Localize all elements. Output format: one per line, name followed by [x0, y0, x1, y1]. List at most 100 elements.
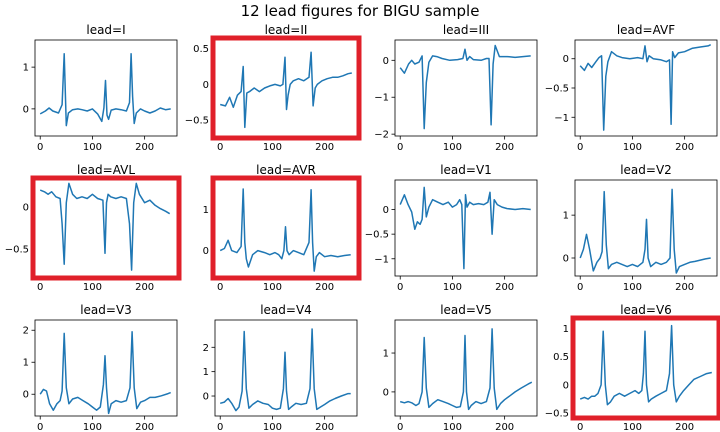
- axes-frame: [214, 319, 358, 417]
- axes-frame: [394, 179, 538, 277]
- x-tick-label: 0: [217, 422, 223, 432]
- y-tick-label: 0: [383, 387, 389, 398]
- y-tick-label: −1: [554, 113, 569, 124]
- x-tick-label: 200: [675, 142, 694, 153]
- x-tick-label: 200: [135, 422, 154, 432]
- panel-v6: lead=V6 0 100 200 −0.5 0 0.5 1: [545, 303, 720, 432]
- panel-title: lead=V3: [80, 303, 132, 317]
- axes-frame: [34, 39, 178, 137]
- panel-title: lead=V5: [440, 303, 492, 317]
- x-tick-label: 200: [495, 282, 514, 293]
- panel-v4: lead=V4 0 100 200 0 1 2: [203, 303, 358, 432]
- x-tick-label: 100: [263, 422, 282, 432]
- x-tick-label: 100: [623, 422, 642, 432]
- y-tick-label: 1: [563, 324, 569, 335]
- axes-frame: [34, 319, 178, 417]
- y-tick-label: 0: [563, 254, 569, 265]
- axes-frame: [574, 179, 718, 277]
- y-tick-label: −0.5: [5, 245, 29, 256]
- panel-title: lead=AVR: [256, 163, 316, 177]
- series-line: [399, 186, 531, 270]
- y-tick-label: 2: [203, 343, 209, 354]
- x-tick-label: 0: [397, 142, 403, 153]
- panel-title: lead=AVF: [617, 23, 675, 37]
- x-tick-label: 100: [443, 142, 462, 153]
- x-tick-label: 0: [397, 422, 403, 432]
- y-tick-label: −0.5: [365, 230, 389, 241]
- y-tick-label: 0: [23, 390, 29, 401]
- panel-ii: lead=II 0 100 200 −0.5 0 0.5: [185, 23, 362, 153]
- panel-i: lead=I 0 100 200 0 1: [23, 23, 178, 153]
- highlight-box: [210, 175, 362, 281]
- panel-avf: lead=AVF 0 100 200 −1 −0.5 0: [545, 23, 718, 153]
- x-tick-label: 0: [37, 282, 43, 293]
- panel-title: lead=V2: [620, 163, 672, 177]
- x-tick-label: 200: [495, 422, 514, 432]
- series-line: [579, 188, 711, 274]
- x-tick-label: 200: [315, 422, 334, 432]
- x-tick-label: 0: [37, 142, 43, 153]
- y-tick-label: 0: [563, 380, 569, 391]
- series-line: [220, 51, 352, 129]
- y-tick-label: 0.5: [193, 44, 209, 55]
- y-tick-label: 0: [203, 392, 209, 403]
- x-tick-label: 100: [83, 282, 102, 293]
- y-tick-label: −2: [374, 130, 389, 141]
- panel-v1: lead=V1 0 100 200 −1 −0.5 0: [365, 163, 538, 293]
- x-tick-label: 100: [263, 142, 282, 153]
- x-tick-label: 0: [217, 142, 223, 153]
- series-line: [399, 328, 533, 411]
- panel-v3: lead=V3 0 100 200 0 1 2: [23, 303, 178, 432]
- y-tick-label: 1: [23, 63, 29, 74]
- x-tick-label: 200: [135, 282, 154, 293]
- y-tick-label: −0.5: [185, 116, 209, 127]
- series-line: [399, 44, 531, 130]
- x-tick-label: 100: [443, 282, 462, 293]
- panel-iii: lead=III 0 100 200 −2 −1 0: [374, 23, 538, 153]
- y-tick-label: 1: [383, 349, 389, 360]
- highlight-box: [30, 175, 182, 281]
- y-tick-label: 0: [203, 80, 209, 91]
- y-tick-label: 0: [203, 246, 209, 257]
- x-tick-label: 200: [675, 282, 694, 293]
- y-tick-label: 0: [383, 205, 389, 216]
- x-tick-label: 100: [83, 422, 102, 432]
- panel-title: lead=V1: [440, 163, 492, 177]
- panel-avr: lead=AVR 0 100 200 0 1: [203, 163, 362, 293]
- y-tick-label: −0.5: [545, 409, 569, 420]
- y-tick-label: 1: [203, 367, 209, 378]
- x-tick-label: 0: [577, 422, 583, 432]
- x-tick-label: 100: [443, 422, 462, 432]
- x-tick-label: 200: [315, 142, 334, 153]
- panel-title: lead=V4: [260, 303, 312, 317]
- y-tick-label: −1: [374, 93, 389, 104]
- panel-avl: lead=AVL 0 100 200 −0.5 0: [5, 163, 182, 293]
- x-tick-label: 0: [37, 422, 43, 432]
- series-line: [579, 324, 712, 406]
- panel-title: lead=AVL: [77, 163, 135, 177]
- x-tick-label: 100: [83, 142, 102, 153]
- x-tick-label: 0: [217, 282, 223, 293]
- series-line: [39, 182, 171, 271]
- y-tick-label: 2: [23, 326, 29, 337]
- axes-frame: [394, 39, 538, 137]
- x-tick-label: 100: [263, 282, 282, 293]
- x-tick-label: 200: [315, 282, 334, 293]
- series-line: [39, 53, 171, 127]
- y-tick-label: 0: [563, 54, 569, 65]
- series-line: [219, 188, 351, 272]
- x-tick-label: 200: [135, 142, 154, 153]
- panel-v2: lead=V2 0 100 200 0 1: [563, 163, 718, 293]
- x-tick-label: 200: [495, 142, 514, 153]
- y-tick-label: 1: [203, 205, 209, 216]
- panel-v5: lead=V5 0 100 200 0 1: [383, 303, 538, 432]
- series-line: [579, 44, 712, 131]
- highlight-box: [210, 35, 362, 141]
- y-tick-label: 1: [23, 358, 29, 369]
- highlight-box: [570, 315, 720, 421]
- x-tick-label: 100: [623, 282, 642, 293]
- series-line: [219, 328, 351, 412]
- series-line: [39, 331, 171, 415]
- y-tick-label: 0: [23, 202, 29, 213]
